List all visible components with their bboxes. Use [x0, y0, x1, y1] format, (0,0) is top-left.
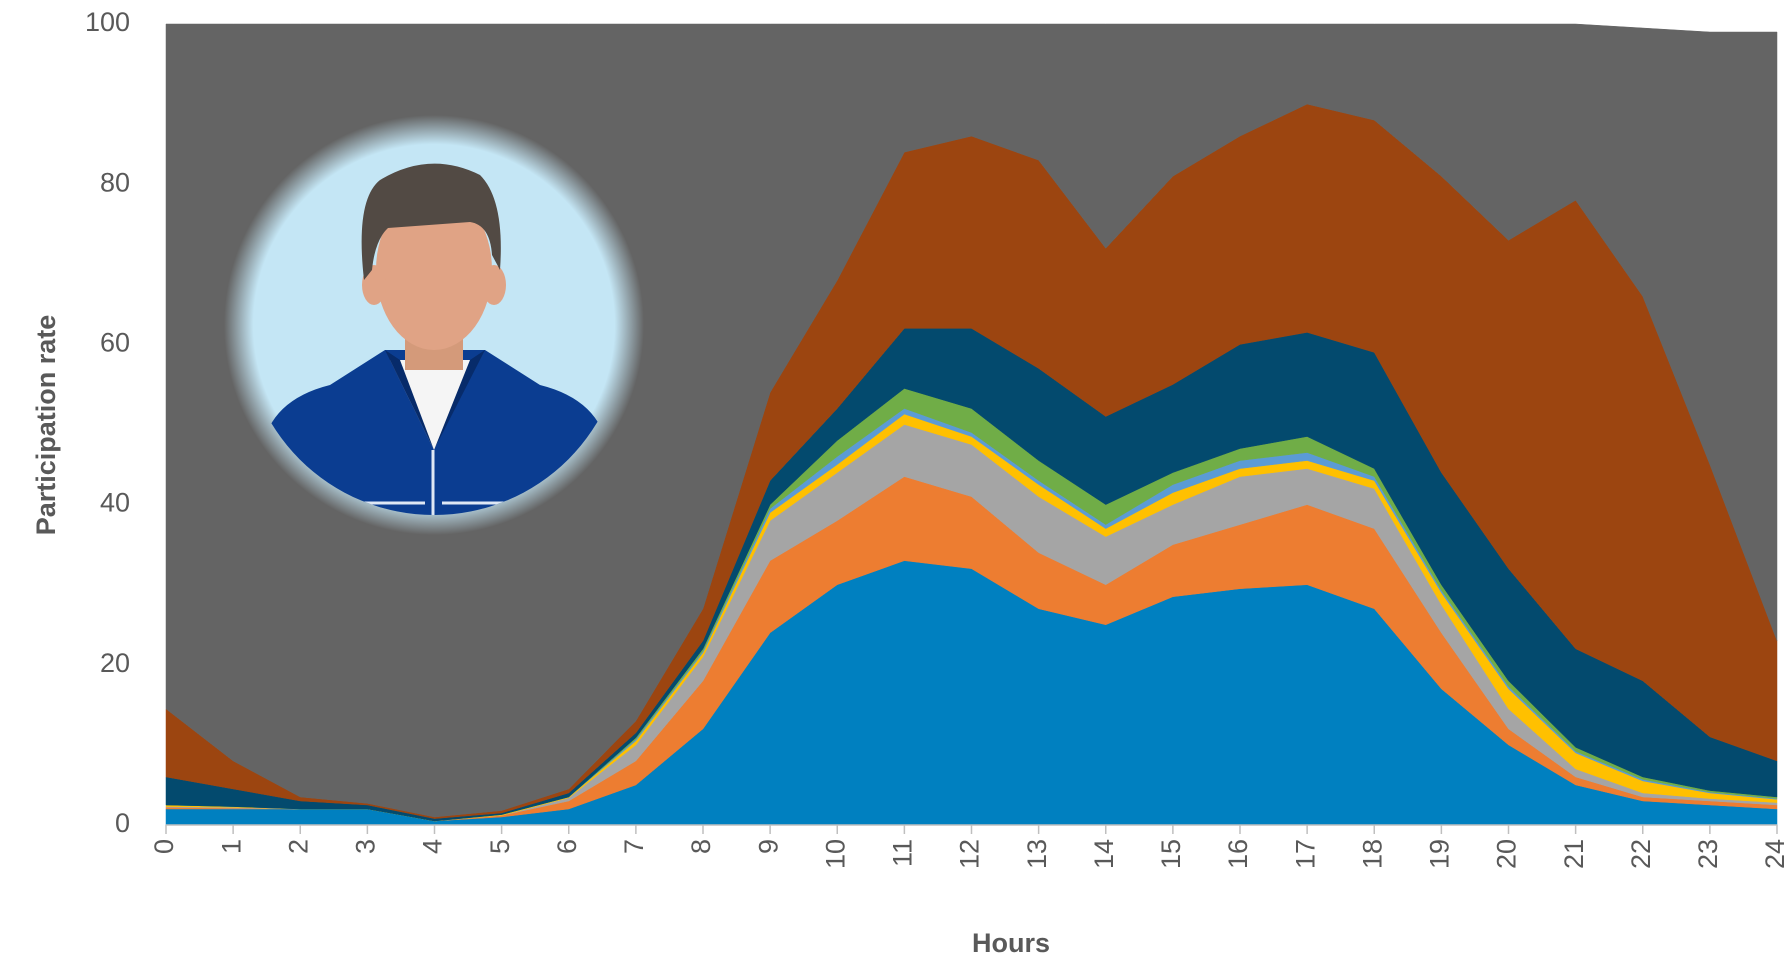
x-tick-label: 8: [686, 839, 716, 854]
x-tick-label: 0: [149, 839, 179, 854]
y-tick-label: 40: [100, 488, 130, 518]
y-tick-label: 0: [115, 808, 130, 838]
x-tick-label: 13: [1022, 839, 1052, 869]
x-tick-label: 16: [1223, 839, 1253, 869]
y-tick-label: 20: [100, 648, 130, 678]
x-axis-title: Hours: [972, 928, 1050, 958]
x-tick-label: 12: [955, 839, 985, 869]
y-tick-label: 80: [100, 167, 130, 197]
x-tick-label: 17: [1290, 839, 1320, 869]
x-tick-label: 20: [1492, 839, 1522, 869]
chart: Hours Participation rate 020406080100012…: [0, 0, 1792, 959]
y-axis-title: Participation rate: [31, 315, 61, 536]
x-tick-label: 19: [1425, 839, 1455, 869]
x-tick-label: 22: [1626, 839, 1656, 869]
x-tick-label: 14: [1089, 839, 1119, 869]
x-tick-label: 5: [485, 839, 515, 854]
x-tick-label: 2: [283, 839, 313, 854]
x-tick-label: 24: [1760, 839, 1790, 869]
x-tick-label: 9: [753, 839, 783, 854]
x-tick-label: 7: [619, 839, 649, 854]
x-tick-label: 10: [820, 839, 850, 869]
x-tick-label: 4: [418, 839, 448, 854]
x-tick-label: 18: [1357, 839, 1387, 869]
x-tick-label: 21: [1559, 839, 1589, 869]
y-tick-label: 60: [100, 328, 130, 358]
y-tick-label: 100: [85, 7, 130, 37]
x-tick-label: 3: [351, 839, 381, 854]
x-tick-label: 23: [1693, 839, 1723, 869]
x-tick-label: 6: [552, 839, 582, 854]
x-tick-label: 11: [888, 839, 918, 867]
x-tick-label: 15: [1156, 839, 1186, 869]
x-tick-label: 1: [216, 839, 246, 854]
